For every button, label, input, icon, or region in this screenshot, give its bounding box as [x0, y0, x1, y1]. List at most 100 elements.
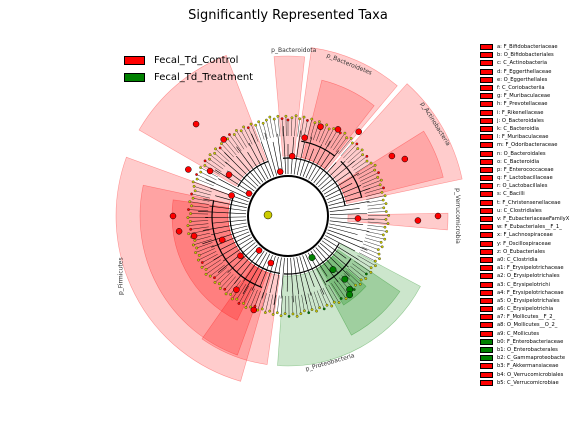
- biomarker-node-treatment: [346, 291, 354, 299]
- leaf-node: [280, 117, 284, 121]
- leaf-node: [380, 191, 384, 194]
- leaf-branch: [196, 242, 213, 249]
- tree-branch: [213, 237, 253, 261]
- tree-arc: [301, 140, 336, 157]
- leaf-node: [386, 222, 390, 225]
- leaf-branch: [349, 154, 363, 166]
- leaf-branch: [310, 292, 317, 312]
- taxa-label: b2: C_Gammaproteobacte: [497, 355, 566, 362]
- clade-shade-proteobacteria: [277, 243, 421, 367]
- tree-branch: [310, 152, 331, 182]
- leaf-node: [275, 311, 279, 315]
- leaf-branch: [205, 259, 222, 270]
- taxa-label: p: F_Enterococcaceae: [497, 166, 554, 173]
- leaf-node: [203, 164, 207, 167]
- leaf-node: [187, 232, 191, 236]
- taxa-swatch: [480, 347, 493, 354]
- biomarker-node-control: [276, 168, 284, 175]
- biomarker-node-control: [175, 228, 183, 235]
- taxa-legend-row: n: O_Bacteroidales: [480, 149, 569, 157]
- leaf-branch: [238, 285, 250, 304]
- leaf-branch: [355, 258, 372, 268]
- taxa-swatch: [480, 265, 493, 272]
- leaf-branch: [343, 143, 358, 159]
- biomarker-node-control: [434, 212, 442, 220]
- taxa-label: b0: F_Enterobacteriaceae: [497, 338, 564, 345]
- leaf-branch: [295, 295, 298, 317]
- leaf-node: [339, 297, 343, 300]
- leaf-node: [380, 245, 384, 249]
- tree-branch: [293, 257, 300, 295]
- biomarker-node-control: [267, 259, 275, 267]
- tree-branch: [248, 142, 269, 180]
- taxa-legend-row: j: O_Bacteroidales: [480, 117, 569, 125]
- leaf-branch: [300, 117, 305, 138]
- leaf-node: [265, 118, 268, 122]
- taxa-label: q: F_Lactobacillaceae: [497, 175, 553, 182]
- leaf-node: [235, 297, 239, 301]
- tree-branch: [302, 148, 315, 177]
- leaf-branch: [215, 148, 230, 162]
- tree-branch: [308, 140, 331, 180]
- tree-branch: [220, 234, 251, 250]
- taxa-legend-row: z: O_Eubacteriales: [480, 248, 569, 256]
- leaf-node: [208, 157, 211, 161]
- leaf-node: [385, 230, 389, 233]
- leaf-branch: [365, 192, 383, 197]
- tree-branch: [222, 239, 254, 262]
- leaf-node: [191, 243, 195, 247]
- tree-branch: [264, 132, 277, 176]
- taxa-swatch: [480, 199, 493, 206]
- taxa-swatch: [480, 240, 493, 247]
- taxa-label: b: O_Bifidobacteriales: [497, 52, 554, 59]
- taxa-label: a9: C_Mollicutes: [497, 330, 540, 337]
- legend-label-control: Fecal_Td_Control: [154, 55, 239, 66]
- leaf-node: [369, 270, 373, 274]
- leaf-node: [204, 268, 208, 271]
- leaf-node: [359, 278, 363, 282]
- leaf-branch: [193, 181, 213, 190]
- leaf-node: [356, 147, 360, 150]
- leaf-node: [360, 148, 364, 152]
- leaf-node: [377, 252, 381, 256]
- leaf-node: [330, 304, 334, 308]
- leaf-branch: [367, 211, 387, 213]
- leaf-branch: [240, 130, 250, 146]
- taxa-swatch: [480, 232, 493, 239]
- biomarker-node-control: [206, 167, 214, 175]
- biomarker-node-control: [185, 166, 192, 173]
- leaf-node: [200, 265, 204, 269]
- leaf-node: [271, 313, 275, 316]
- leaf-node: [291, 312, 295, 316]
- taxa-legend-row: a2: O_Erysipelotrichales: [480, 272, 569, 280]
- leaf-node: [365, 272, 368, 276]
- leaf-node: [294, 114, 298, 118]
- leaf-node: [327, 127, 331, 131]
- taxa-legend-row: c: C_Actinobacteria: [480, 59, 569, 67]
- taxa-swatch: [480, 224, 493, 231]
- leaf-branch: [197, 178, 214, 187]
- taxa-swatch: [480, 166, 493, 173]
- taxa-legend-row: a: F_Bifidobacteriaceae: [480, 43, 569, 51]
- taxa-label: v: F_EubacteriaceaeFamilyX: [497, 216, 570, 223]
- biomarker-node-control: [245, 190, 253, 197]
- leaf-branch: [220, 147, 232, 160]
- leaf-branch: [258, 121, 265, 140]
- leaf-node: [373, 168, 377, 172]
- leaf-branch: [336, 279, 349, 295]
- taxa-label: a2: O_Erysipelotrichales: [497, 273, 560, 280]
- leaf-node: [218, 282, 221, 286]
- taxa-legend-row: a9: C_Mollicutes: [480, 330, 569, 338]
- leaf-branch: [322, 128, 330, 144]
- taxa-label: c: C_Actinobacteria: [497, 60, 548, 67]
- leaf-branch: [291, 295, 294, 314]
- taxa-label: m: F_Odoribacteraceae: [497, 142, 558, 149]
- leaf-node: [190, 204, 193, 208]
- root-ring: [247, 175, 329, 257]
- leaf-branch: [193, 239, 212, 246]
- leaf-branch: [291, 117, 293, 137]
- leaf-node: [249, 122, 253, 126]
- leaf-node: [187, 208, 190, 211]
- clade-shade-gammaproteobacteria: [315, 249, 401, 336]
- leaf-node: [287, 315, 291, 318]
